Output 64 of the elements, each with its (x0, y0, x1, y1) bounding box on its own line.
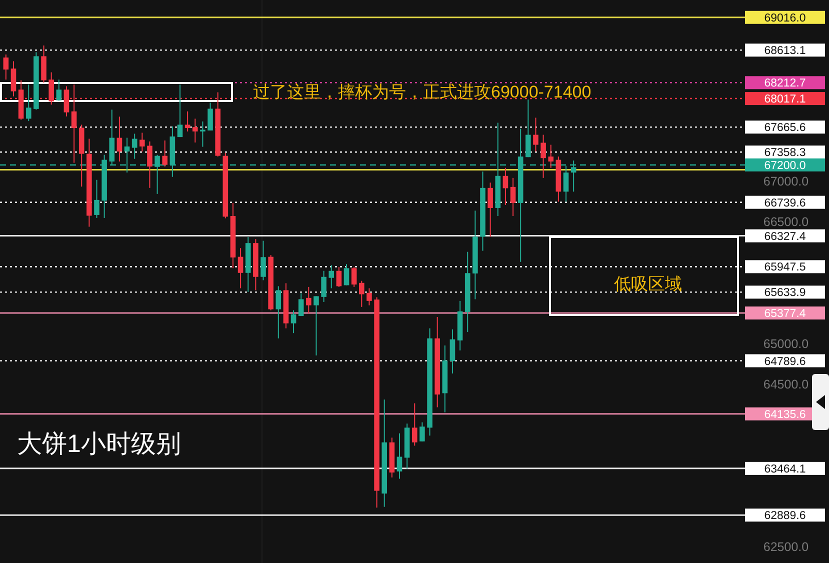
candlestick (314, 296, 319, 356)
ref-line-label: 68613.1 (764, 45, 806, 58)
y-tick-label: 65000.0 (763, 337, 809, 352)
candlestick (306, 286, 312, 314)
annotation: 过了这里，摔杯为号，正式进攻69000-71400 (253, 82, 592, 102)
candlestick (132, 133, 138, 160)
candlestick (321, 270, 326, 302)
candlestick (450, 328, 456, 374)
ref-line-label: 64135.6 (764, 408, 806, 421)
candlestick (526, 99, 531, 158)
candlestick (3, 54, 9, 80)
candlestick (200, 120, 206, 148)
candlestick (162, 140, 168, 168)
candlestick (177, 84, 183, 138)
text: 大饼1小时级别 (17, 430, 181, 458)
ref-line-label: 65947.5 (764, 262, 806, 274)
candlestick (192, 118, 198, 143)
candlestick (502, 167, 508, 206)
ref-line-label: 67358.3 (764, 147, 806, 160)
candlestick (412, 402, 418, 446)
candlestick (510, 177, 516, 217)
ref-line-label: 67665.6 (764, 122, 806, 134)
candlestick (396, 432, 402, 480)
candlestick (328, 264, 334, 289)
candlestick (488, 182, 493, 238)
candlestick (140, 132, 145, 152)
ref-line-label: 69016.0 (764, 12, 806, 24)
candlestick (260, 240, 266, 281)
ref-line-label: 66739.6 (764, 197, 806, 210)
ref-line-label: 68212.7 (764, 78, 806, 90)
candlestick (359, 280, 364, 308)
candlestick (94, 179, 100, 218)
candlestick (336, 266, 342, 288)
candlestick (26, 84, 32, 122)
candlestick (420, 422, 425, 442)
ref-line-label: 65633.9 (764, 287, 806, 300)
candlestick (116, 116, 122, 162)
candlestick (238, 248, 244, 289)
y-tick-label: 62500.0 (763, 540, 809, 554)
ref-line-label: 68017.1 (764, 94, 806, 106)
candlestick (184, 110, 190, 132)
candlestick (533, 117, 538, 152)
candlestick (56, 79, 62, 102)
candlestick (540, 134, 546, 178)
ref-line-label: 62889.6 (764, 510, 806, 522)
candlestick (290, 310, 296, 334)
annotation: 低吸区域 (614, 274, 682, 294)
candlestick (147, 140, 152, 188)
candlestick (298, 292, 304, 317)
ref-line-label: 65377.4 (764, 308, 806, 320)
candlestick (208, 102, 213, 131)
y-tick-label: 64500.0 (763, 378, 809, 392)
candlestick (351, 266, 357, 288)
y-tick-label: 66500.0 (763, 215, 809, 230)
candlestick (10, 60, 16, 97)
candlestick (276, 286, 282, 339)
ref-line-label: 66327.4 (764, 230, 806, 243)
candlestick (344, 264, 350, 286)
candlestick (548, 144, 554, 168)
candlestick (366, 288, 372, 306)
ref-line-label: 67200.0 (764, 160, 806, 172)
y-tick-label: 67000.0 (763, 174, 809, 189)
ref-line-label: 63464.1 (764, 463, 806, 476)
ref-line-label: 64789.6 (764, 356, 806, 368)
